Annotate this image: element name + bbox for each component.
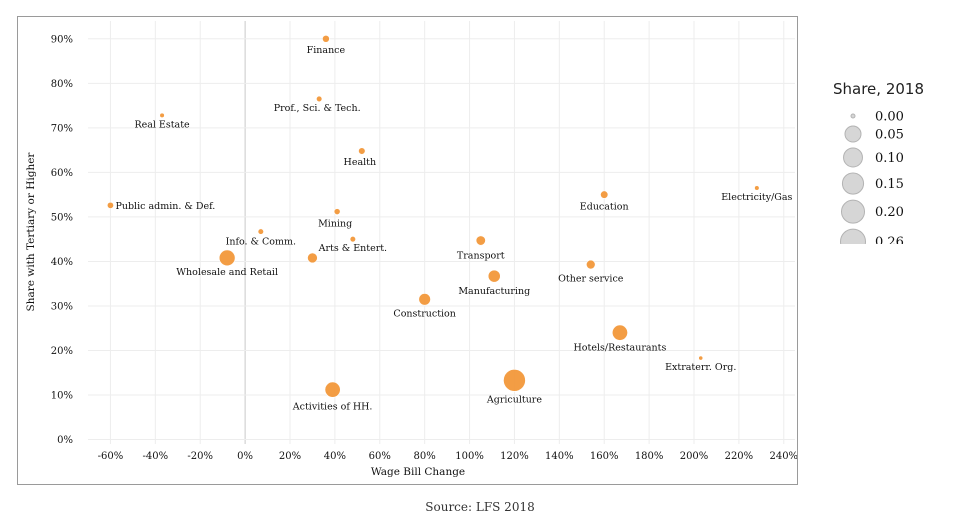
y-tick-label: 90%	[51, 34, 73, 45]
y-tick-label: 70%	[51, 123, 73, 134]
x-tick-label: 140%	[545, 451, 574, 462]
grid-layer	[88, 21, 795, 444]
label-layer: Finance Prof., Sci. & Tech. Real Estate Hea…	[115, 45, 792, 413]
legend-label: 0.05	[875, 128, 904, 143]
x-tick-label: 40%	[324, 451, 346, 462]
data-point	[754, 185, 760, 191]
point-label: Arts & Entert.	[318, 243, 387, 254]
y-axis-title: Share with Tertiary or Higher	[25, 152, 37, 312]
data-point	[358, 147, 366, 155]
data-point	[418, 293, 431, 306]
data-point	[487, 269, 501, 283]
legend-bubble	[843, 147, 863, 168]
x-tick-label: 160%	[590, 451, 619, 462]
data-point	[333, 208, 341, 215]
point-label: Activities of HH.	[292, 402, 373, 413]
data-point	[349, 236, 356, 243]
x-tick-label: 240%	[769, 451, 797, 462]
y-tick-label: 60%	[51, 168, 73, 179]
point-label: Transport	[457, 251, 505, 262]
point-label: Other service	[558, 274, 624, 285]
point-label: Real Estate	[134, 119, 190, 130]
data-point	[307, 252, 318, 264]
data-point	[503, 369, 526, 392]
legend-bubble	[840, 199, 866, 224]
legend-label: 0.15	[875, 177, 904, 192]
legend-bubble	[840, 228, 866, 255]
legend-bubble	[850, 113, 856, 119]
y-tick-label: 30%	[51, 301, 73, 312]
data-point	[611, 324, 628, 341]
data-point	[324, 381, 341, 398]
x-tick-label: 180%	[635, 451, 664, 462]
data-point	[218, 249, 236, 267]
point-label: Prof., Sci. & Tech.	[274, 103, 361, 114]
data-point	[322, 34, 330, 43]
y-tick-label: 40%	[51, 257, 73, 268]
legend-title: Share, 2018	[833, 80, 924, 98]
data-point	[586, 259, 596, 270]
tick-layer: -60% -40% -20% 0% 20% 40% 60% 80% 100% 120% 140% 16…	[51, 34, 798, 462]
legend-label: 0.20	[875, 205, 904, 220]
x-axis-title: Wage Bill Change	[371, 466, 465, 478]
point-label: Wholesale and Retail	[176, 267, 278, 278]
data-point	[106, 201, 114, 209]
point-label: Info. & Comm.	[226, 237, 296, 248]
point-label: Mining	[318, 219, 352, 230]
legend-bubble	[841, 172, 865, 195]
point-label: Construction	[393, 308, 455, 319]
point-label: Hotels/Restaurants	[574, 343, 667, 354]
x-tick-label: 100%	[455, 451, 484, 462]
size-legend: Share, 2018 0.00 0.05 0.10 0.15 0.20 0.26	[833, 80, 958, 255]
x-tick-label: 60%	[369, 451, 391, 462]
y-tick-label: 80%	[51, 79, 73, 90]
point-label: Agriculture	[486, 394, 542, 405]
legend-entries: 0.00 0.05 0.10 0.15 0.20 0.26	[840, 110, 904, 255]
legend-label: 0.10	[875, 151, 904, 166]
data-point	[159, 112, 165, 119]
point-label: Finance	[307, 45, 346, 56]
point-layer	[106, 34, 760, 398]
legend-bubble	[844, 125, 862, 143]
x-tick-label: 20%	[279, 451, 301, 462]
x-tick-label: 80%	[414, 451, 436, 462]
y-tick-label: 10%	[51, 391, 73, 402]
point-label: Health	[344, 157, 377, 168]
data-point	[257, 228, 264, 235]
x-tick-label: -60%	[98, 451, 124, 462]
chart-frame: -60% -40% -20% 0% 20% 40% 60% 80% 100% 120% 140% 16…	[17, 16, 798, 485]
point-label: Electricity/Gas	[721, 192, 792, 203]
legend-label: 0.00	[875, 110, 904, 125]
data-point	[316, 95, 323, 103]
data-point	[698, 355, 704, 361]
point-label: Public admin. & Def.	[115, 201, 215, 212]
data-point	[475, 235, 486, 246]
x-tick-label: 220%	[725, 451, 754, 462]
y-tick-label: 50%	[51, 212, 73, 223]
point-label: Education	[580, 202, 629, 213]
x-tick-label: 120%	[500, 451, 529, 462]
scatter-chart: -60% -40% -20% 0% 20% 40% 60% 80% 100% 120% 140% 16…	[25, 21, 798, 478]
x-tick-label: -40%	[143, 451, 169, 462]
data-point	[600, 190, 609, 199]
x-tick-label: 0%	[237, 451, 253, 462]
legend-label: 0.26	[875, 235, 904, 244]
y-tick-label: 20%	[51, 346, 73, 357]
x-tick-label: 200%	[680, 451, 709, 462]
x-tick-label: -20%	[187, 451, 213, 462]
point-label: Extraterr. Org.	[665, 362, 736, 373]
point-label: Manufacturing	[458, 286, 530, 297]
figure-caption: Source: LFS 2018	[425, 500, 535, 513]
y-tick-label: 0%	[57, 435, 73, 446]
